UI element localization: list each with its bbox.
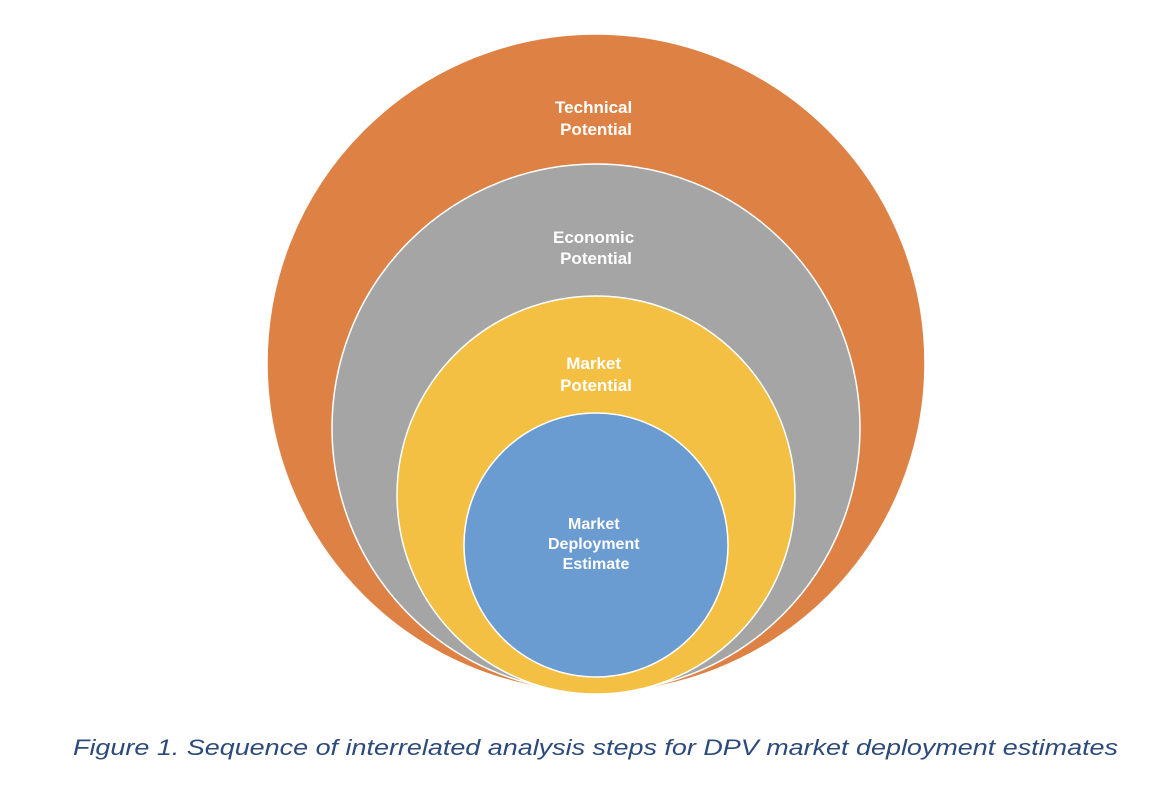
market-deployment-estimate-label: Market Deployment Estimate: [548, 516, 644, 573]
economic-potential-label: Economic Potential: [553, 228, 639, 268]
market-deployment-estimate-circle: [463, 412, 729, 678]
technical-potential-label: Technical Potential: [555, 98, 637, 139]
figure-caption: Figure 1. Sequence of interrelated analy…: [73, 735, 1118, 760]
market-potential-label: Market Potential: [560, 354, 632, 395]
